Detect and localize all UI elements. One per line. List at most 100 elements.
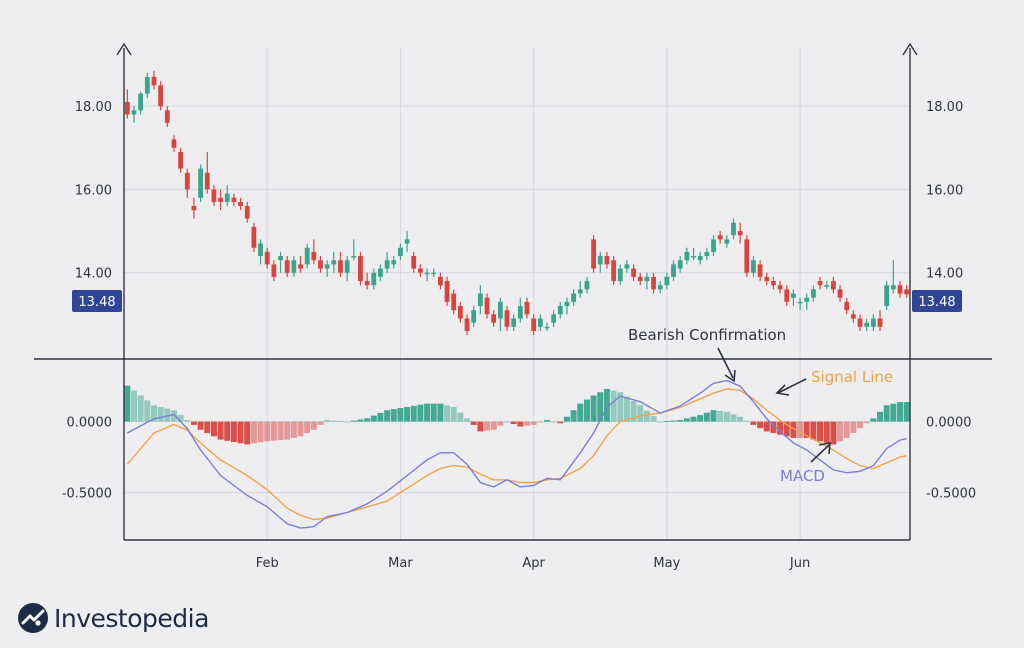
histogram-bar-29 xyxy=(317,421,324,425)
candle-107 xyxy=(837,285,843,302)
candlestick-series xyxy=(124,70,910,336)
candle-body-69 xyxy=(584,281,590,290)
candle-117 xyxy=(904,285,910,298)
histogram-bar-93 xyxy=(743,420,750,422)
candle-body-114 xyxy=(884,285,890,307)
candle-69 xyxy=(584,276,590,294)
candle-56 xyxy=(497,297,503,332)
candle-89 xyxy=(717,231,723,244)
histogram-bar-31 xyxy=(330,420,337,422)
histogram-bar-1 xyxy=(130,390,137,422)
candle-9 xyxy=(184,168,190,198)
histogram-bar-100 xyxy=(790,421,797,438)
candle-34 xyxy=(351,239,357,261)
candle-body-62 xyxy=(537,318,543,327)
candle-body-86 xyxy=(697,256,703,261)
candle-25 xyxy=(291,256,297,277)
candle-body-66 xyxy=(564,301,570,307)
candle-26 xyxy=(298,256,303,273)
candle-body-102 xyxy=(804,297,810,302)
histogram-bar-6 xyxy=(164,408,171,422)
histogram-bar-55 xyxy=(490,421,497,430)
histogram-bar-66 xyxy=(563,416,570,422)
histogram-bar-30 xyxy=(324,419,331,422)
histogram-bar-52 xyxy=(470,421,477,425)
candle-116 xyxy=(897,281,903,298)
histogram-bar-82 xyxy=(670,420,677,422)
macd-arrowhead-icon xyxy=(818,442,831,455)
candle-body-104 xyxy=(817,281,823,286)
candle-19 xyxy=(251,222,257,252)
candle-body-30 xyxy=(324,264,330,269)
histogram-bar-59 xyxy=(517,421,524,427)
bearish-arrow-icon xyxy=(717,347,734,379)
histogram-bar-80 xyxy=(657,421,664,423)
candle-body-79 xyxy=(651,276,656,290)
candle-body-46 xyxy=(431,272,437,275)
histogram-bar-43 xyxy=(410,405,417,422)
gridlines xyxy=(124,48,910,540)
candle-16 xyxy=(231,193,237,207)
macd-ytick-left-0: -0.5000 xyxy=(62,487,112,502)
candle-body-51 xyxy=(464,318,470,332)
signal-arrowhead-icon xyxy=(775,384,790,396)
histogram-bar-84 xyxy=(683,418,690,422)
candle-body-17 xyxy=(238,201,243,207)
candle-6 xyxy=(164,106,170,127)
histogram-bar-57 xyxy=(504,421,511,423)
candle-113 xyxy=(877,310,883,332)
candle-body-4 xyxy=(151,76,157,86)
macd-ytick-left-1: 0.0000 xyxy=(67,416,113,431)
candle-body-21 xyxy=(264,251,270,265)
left-axis-arrow-icon xyxy=(116,42,132,56)
x-tick-may: May xyxy=(653,556,680,571)
candle-body-36 xyxy=(364,281,370,286)
histogram-bar-112 xyxy=(870,418,877,422)
histogram-bar-20 xyxy=(257,421,264,443)
candle-57 xyxy=(504,306,510,332)
candle-44 xyxy=(418,264,423,277)
candle-body-83 xyxy=(677,260,683,269)
histogram-bar-15 xyxy=(224,421,231,441)
candle-body-11 xyxy=(198,168,203,198)
candle-77 xyxy=(637,272,643,286)
price-tag-right-value: 13.48 xyxy=(918,295,955,310)
candle-75 xyxy=(624,260,630,273)
candle-45 xyxy=(424,268,430,282)
histogram-bar-104 xyxy=(817,421,824,442)
candle-body-39 xyxy=(384,260,390,269)
histogram-bar-94 xyxy=(750,421,757,425)
candle-body-95 xyxy=(757,264,763,277)
price-tag-left: 13.48 xyxy=(72,290,122,312)
price-ytick-left-0: 14.00 xyxy=(75,267,112,282)
candle-body-105 xyxy=(824,285,830,287)
x-tick-labels: Feb Mar Apr May Jun xyxy=(256,556,811,571)
histogram-bar-99 xyxy=(783,421,790,437)
candle-103 xyxy=(811,285,816,302)
histogram-bar-87 xyxy=(703,412,710,422)
histogram-bar-67 xyxy=(570,410,577,422)
annotation-bearish-confirmation: Bearish Confirmation xyxy=(628,326,786,344)
candle-51 xyxy=(464,314,470,336)
candle-body-13 xyxy=(211,189,217,202)
candle-body-22 xyxy=(271,264,277,277)
candle-body-41 xyxy=(398,247,403,257)
candle-body-37 xyxy=(371,272,377,286)
candle-23 xyxy=(278,251,283,273)
candle-body-70 xyxy=(591,239,596,269)
histogram-bar-91 xyxy=(730,414,737,422)
candle-47 xyxy=(438,272,443,290)
histogram-bar-50 xyxy=(457,412,464,422)
candle-11 xyxy=(198,164,203,202)
candle-36 xyxy=(364,272,370,290)
candle-body-97 xyxy=(771,281,776,286)
candle-111 xyxy=(864,318,870,332)
candle-body-32 xyxy=(338,260,343,273)
candle-98 xyxy=(777,281,783,294)
candle-14 xyxy=(218,189,223,211)
candle-48 xyxy=(444,276,450,307)
candle-35 xyxy=(358,251,363,286)
candle-body-19 xyxy=(251,226,257,248)
histogram-bar-72 xyxy=(603,388,610,422)
histogram-bar-40 xyxy=(390,409,397,422)
